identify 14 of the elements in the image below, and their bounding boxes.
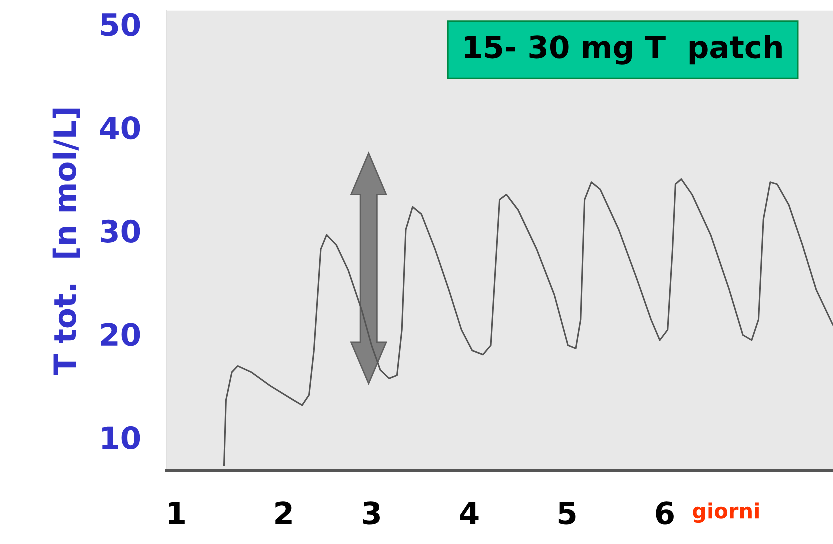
y-tick-label: 20: [101, 323, 140, 346]
x-axis-title: giorni: [693, 502, 759, 524]
x-tick-label: 6: [656, 502, 674, 525]
x-tick-label: 2: [276, 502, 292, 524]
y-tick-label: 40: [100, 116, 140, 140]
annotation: 15- 30 mg T patch: [465, 35, 782, 65]
x-tick-label: 4: [460, 502, 479, 524]
x-tick-label: 5: [558, 502, 576, 525]
y-tick-label: 30: [101, 220, 140, 243]
y-tick-label: 50: [101, 13, 140, 36]
y-axis-title: T tot. [n mol/L]: [52, 108, 80, 375]
x-tick-label: 1: [169, 502, 185, 524]
y-tick-label: 10: [102, 426, 140, 450]
x-tick-label: 3: [363, 502, 380, 525]
